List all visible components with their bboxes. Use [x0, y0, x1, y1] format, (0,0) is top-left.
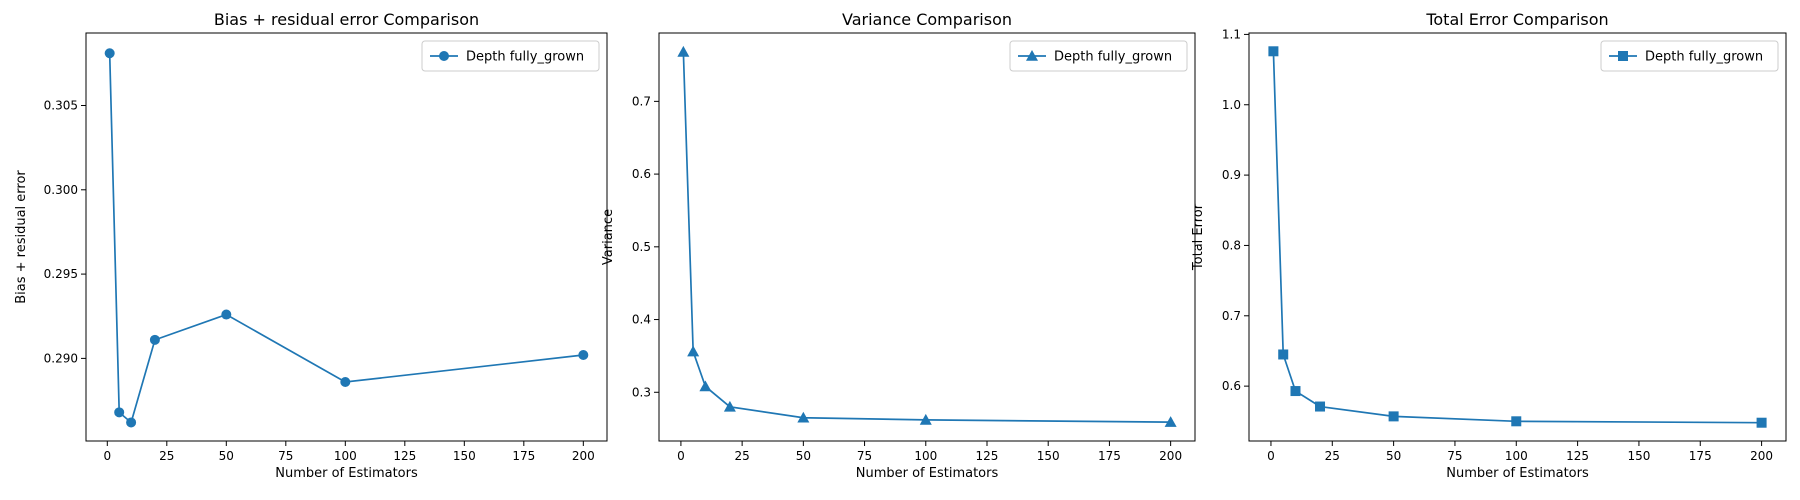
bias-plot-legend-marker: [439, 51, 449, 61]
total-error-plot-data-point: [1756, 417, 1767, 428]
variance-plot-data-point: [687, 345, 700, 357]
variance-plot-ytick-label: 0.3: [632, 385, 651, 399]
variance-plot-legend-box: [1009, 40, 1188, 72]
variance-plot-legend-label: Depth fully_grown: [1054, 50, 1172, 65]
total-error-plot-ytick-label: 0.9: [1222, 168, 1241, 182]
bias-plot-ytick-label: 0.295: [44, 267, 78, 281]
bias-plot-xtick-label: 50: [219, 449, 234, 463]
total-error-plot-xtick-label: 100: [1505, 449, 1528, 463]
bias-plot-legend-label: Depth fully_grown: [466, 50, 584, 65]
bias-plot-legend: Depth fully_grown: [421, 40, 600, 72]
bias-plot-data-point: [126, 417, 137, 428]
variance-plot-data-point: [699, 380, 712, 392]
variance-plot-data-point: [677, 45, 690, 57]
bias-plot-title: Bias + residual error Comparison: [214, 10, 479, 29]
total-error-plot-xtick-label: 200: [1750, 449, 1773, 463]
bias-plot-series: [104, 48, 589, 428]
variance-plot-xtick-label: 100: [914, 449, 937, 463]
variance-plot-ylabel: Variance: [601, 209, 616, 265]
total-error-plot-xtick-label: 25: [1325, 449, 1340, 463]
total-error-plot-ytick-label: 1.0: [1222, 98, 1241, 112]
total-error-plot-axes-frame: [1248, 32, 1787, 442]
bias-plot-ytick-label: 0.305: [44, 98, 78, 112]
variance-plot-xtick-label: 0: [677, 449, 685, 463]
variance-plot-data-point: [919, 413, 932, 425]
bias-plot-data-point: [149, 334, 160, 345]
total-error-plot-data-point: [1278, 349, 1289, 360]
total-error-plot-xtick-label: 175: [1689, 449, 1712, 463]
bias-plot-xtick-label: 25: [159, 449, 174, 463]
bias-plot-ytick-label: 0.300: [44, 183, 78, 197]
variance-plot-series: [677, 45, 1177, 427]
variance-plot-axes-frame: [658, 32, 1196, 442]
variance-plot-legend: Depth fully_grown: [1009, 40, 1188, 72]
bias-plot-data-point: [104, 48, 115, 59]
total-error-plot-legend-box: [1600, 40, 1779, 72]
total-error-plot-ylabel: Total Error: [1191, 203, 1206, 271]
variance-plot-legend-marker: [1026, 50, 1038, 61]
bias-plot-ylabel: Bias + residual error: [14, 170, 29, 304]
bias-plot-data-point: [340, 376, 351, 387]
bias-plot-xtick-label: 100: [334, 449, 357, 463]
bias-plot: Bias + residual error Comparison 0 25 50 75 1…: [14, 10, 608, 481]
variance-plot-title: Variance Comparison: [842, 10, 1012, 29]
variance-plot: Variance Comparison 0 25 50 75 100 125 150 175 20…: [601, 10, 1196, 481]
total-error-plot-legend-label: Depth fully_grown: [1645, 50, 1763, 65]
variance-plot-ytick-label: 0.4: [632, 313, 651, 327]
bias-plot-axes-frame: [85, 32, 608, 442]
variance-plot-xtick-label: 150: [1037, 449, 1060, 463]
total-error-plot-xtick-label: 75: [1447, 449, 1462, 463]
bias-plot-xtick-label: 200: [572, 449, 595, 463]
total-error-plot-xtick-label: 150: [1627, 449, 1650, 463]
bias-plot-data-point: [221, 309, 232, 320]
total-error-plot: Total Error Comparison 0 25 50 75 100 125 150 17…: [1191, 10, 1787, 481]
total-error-plot-data-point: [1268, 46, 1279, 57]
variance-plot-ytick-label: 0.5: [632, 240, 651, 254]
bias-plot-xtick-label: 0: [103, 449, 111, 463]
total-error-plot-data-point: [1290, 386, 1301, 397]
total-error-plot-ytick-label: 0.8: [1222, 238, 1241, 252]
bias-plot-xtick-label: 125: [393, 449, 416, 463]
variance-plot-xtick-label: 200: [1159, 449, 1182, 463]
total-error-plot-xlabel: Number of Estimators: [1446, 466, 1589, 481]
variance-plot-data-point: [797, 411, 810, 423]
subplots: Bias + residual error Comparison 0 25 50 75 1…: [14, 10, 1787, 481]
variance-plot-xtick-label: 175: [1098, 449, 1121, 463]
total-error-plot-legend: Depth fully_grown: [1600, 40, 1779, 72]
variance-plot-ytick-label: 0.7: [632, 94, 651, 108]
total-error-plot-data-point: [1388, 411, 1399, 422]
bias-plot-xtick-label: 75: [278, 449, 293, 463]
total-error-plot-data-point: [1511, 416, 1522, 427]
bias-plot-xtick-label: 150: [453, 449, 476, 463]
bias-plot-ytick-label: 0.290: [44, 351, 78, 365]
total-error-plot-xtick-label: 0: [1267, 449, 1275, 463]
total-error-plot-xtick-label: 50: [1386, 449, 1401, 463]
variance-plot-ytick-label: 0.6: [632, 167, 651, 181]
bias-plot-data-point: [114, 407, 125, 418]
variance-plot-xlabel: Number of Estimators: [856, 466, 999, 481]
total-error-plot-ytick-label: 0.6: [1222, 379, 1241, 393]
bias-plot-legend-box: [421, 40, 600, 72]
bias-plot-data-point: [578, 350, 589, 361]
total-error-plot-title: Total Error Comparison: [1425, 10, 1608, 29]
variance-plot-xtick-label: 25: [734, 449, 749, 463]
bias-plot-xlabel: Number of Estimators: [275, 466, 418, 481]
total-error-plot-data-point: [1315, 401, 1326, 412]
bias-plot-xtick-label: 175: [512, 449, 535, 463]
total-error-plot-xtick-label: 125: [1566, 449, 1589, 463]
total-error-plot-legend-marker: [1618, 51, 1628, 61]
variance-plot-data-point: [1164, 416, 1177, 427]
variance-plot-data-point: [723, 400, 736, 412]
variance-plot-xtick-label: 125: [976, 449, 999, 463]
total-error-plot-ytick-label: 1.1: [1222, 27, 1241, 41]
total-error-plot-series: [1268, 46, 1767, 428]
variance-plot-xtick-label: 75: [857, 449, 872, 463]
total-error-plot-ytick-label: 0.7: [1222, 309, 1241, 323]
variance-plot-xtick-label: 50: [796, 449, 811, 463]
